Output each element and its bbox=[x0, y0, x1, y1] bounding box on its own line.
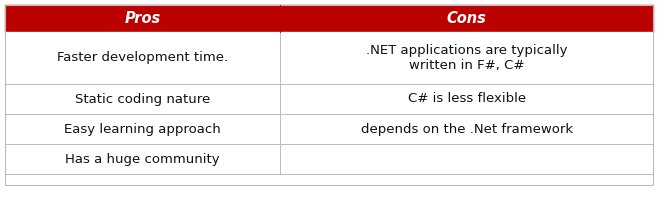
Text: Faster development time.: Faster development time. bbox=[57, 51, 228, 65]
Text: Pros: Pros bbox=[124, 11, 161, 26]
Text: Static coding nature: Static coding nature bbox=[75, 92, 211, 106]
Text: .NET applications are typically
written in F#, C#: .NET applications are typically written … bbox=[366, 44, 567, 72]
Text: depends on the .Net framework: depends on the .Net framework bbox=[361, 123, 572, 135]
Text: C# is less flexible: C# is less flexible bbox=[408, 92, 526, 106]
Text: Has a huge community: Has a huge community bbox=[65, 152, 220, 166]
Text: Cons: Cons bbox=[447, 11, 487, 26]
Text: Easy learning approach: Easy learning approach bbox=[64, 123, 221, 135]
